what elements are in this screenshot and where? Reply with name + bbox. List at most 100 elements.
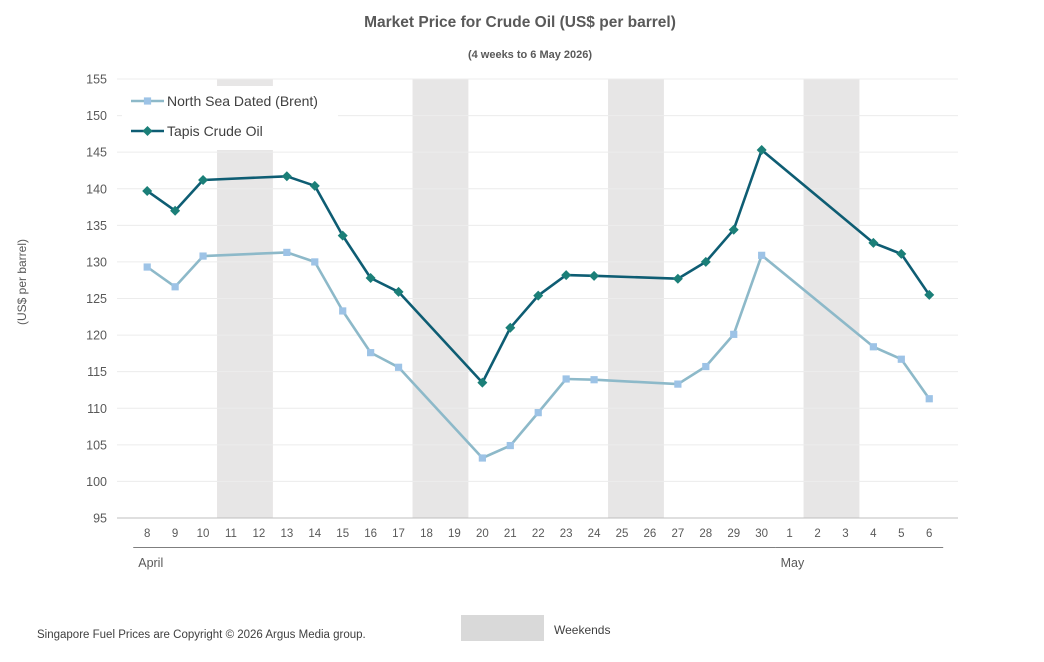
data-point — [393, 286, 404, 297]
x-tick-label: 9 — [172, 528, 178, 540]
x-tick-label: 12 — [253, 528, 266, 540]
x-axis-ticks: 8 9 10 11 12 13 14 15 16 17 18 19 20 21 22 23 24 25 26 27 28… — [144, 528, 932, 540]
series-line — [146, 148, 931, 384]
x-tick-label: 24 — [588, 528, 601, 540]
chart-subtitle: (4 weeks to 6 May 2026) — [468, 49, 592, 61]
data-point — [925, 395, 933, 403]
data-point — [394, 363, 403, 371]
x-tick-label: 19 — [448, 528, 461, 540]
y-tick-label: 105 — [86, 438, 107, 452]
y-tick-label: 125 — [86, 292, 107, 306]
data-point — [365, 273, 376, 284]
x-tick-label: 6 — [926, 528, 932, 540]
data-point — [477, 377, 488, 388]
data-point — [533, 290, 544, 301]
data-point — [142, 185, 153, 196]
data-point — [339, 307, 347, 315]
data-point — [561, 270, 572, 281]
data-point — [309, 180, 320, 191]
x-axis-months: April May — [133, 547, 944, 570]
y-tick-label: 130 — [86, 255, 107, 269]
weekend-legend-swatch — [461, 615, 544, 641]
y-tick-label: 110 — [87, 402, 107, 416]
x-tick-label: 4 — [870, 528, 877, 540]
legend-marker — [143, 97, 152, 105]
data-point — [924, 289, 935, 300]
data-point — [589, 270, 600, 281]
data-point — [702, 362, 710, 371]
y-axis-ticks: 95 100 105 110 115 120 125 130 135 140 145 150 155 — [86, 73, 107, 526]
data-point — [674, 380, 682, 388]
data-point — [700, 256, 711, 267]
x-tick-label: 22 — [532, 528, 545, 540]
x-tick-label: 27 — [671, 528, 684, 540]
legend: North Sea Dated (Brent) Tapis Crude Oil — [122, 86, 338, 150]
data-point — [672, 273, 683, 284]
series-1 — [143, 248, 933, 462]
x-tick-label: 26 — [644, 528, 657, 540]
y-tick-label: 95 — [93, 512, 107, 526]
x-tick-label: 2 — [814, 528, 820, 540]
y-tick-label: 140 — [86, 182, 107, 196]
month-label: May — [781, 556, 805, 570]
x-tick-label: 16 — [364, 528, 377, 540]
y-axis-label: (US$ per barrel) — [15, 239, 29, 325]
data-point — [897, 355, 905, 363]
x-tick-label: 15 — [336, 528, 349, 540]
data-point — [478, 454, 486, 462]
data-point — [590, 376, 598, 384]
x-tick-label: 3 — [842, 528, 848, 540]
data-point — [281, 171, 292, 182]
y-tick-label: 150 — [86, 109, 107, 123]
x-tick-label: 29 — [727, 528, 740, 540]
data-point — [758, 251, 766, 259]
legend-label: North Sea Dated (Brent) — [167, 93, 318, 109]
data-point — [728, 224, 739, 235]
x-tick-label: 28 — [699, 528, 712, 540]
data-point — [143, 263, 151, 271]
y-tick-label: 155 — [86, 73, 107, 87]
y-tick-label: 115 — [87, 365, 107, 379]
copyright-footer: Singapore Fuel Prices are Copyright © 20… — [37, 629, 366, 641]
data-point — [505, 322, 516, 333]
x-tick-label: 23 — [560, 528, 573, 540]
series-line — [146, 251, 931, 460]
data-point — [311, 258, 319, 266]
data-point — [562, 375, 570, 383]
data-point — [534, 409, 542, 417]
x-tick-label: 8 — [144, 528, 150, 540]
x-tick-label: 20 — [476, 528, 489, 540]
gridlines — [117, 78, 958, 519]
x-tick-label: 14 — [308, 528, 321, 540]
data-point — [170, 205, 181, 216]
data-point — [198, 174, 209, 185]
weekend-legend-label: Weekends — [554, 623, 610, 637]
x-tick-label: 1 — [786, 528, 792, 540]
x-tick-label: 18 — [420, 528, 433, 540]
x-tick-label: 30 — [755, 528, 768, 540]
chart-title: Market Price for Crude Oil (US$ per barr… — [364, 14, 676, 31]
y-tick-label: 100 — [86, 475, 107, 489]
x-tick-label: 10 — [197, 528, 210, 540]
legend-background — [122, 86, 338, 150]
x-tick-label: 17 — [392, 528, 405, 540]
series-layer — [142, 144, 935, 462]
data-point — [171, 283, 179, 291]
y-tick-label: 145 — [86, 146, 107, 160]
x-tick-label: 13 — [280, 528, 293, 540]
x-tick-label: 5 — [898, 528, 904, 540]
data-point — [896, 248, 907, 259]
y-tick-label: 135 — [86, 219, 107, 233]
x-tick-label: 21 — [504, 528, 517, 540]
data-point — [506, 441, 514, 450]
legend-marker — [142, 126, 153, 136]
legend-label: Tapis Crude Oil — [167, 123, 263, 139]
x-tick-label: 25 — [616, 528, 629, 540]
data-point — [367, 349, 375, 357]
data-point — [283, 248, 291, 257]
data-point — [199, 252, 207, 260]
month-label: April — [138, 556, 163, 570]
x-tick-label: 11 — [225, 528, 237, 540]
y-tick-label: 120 — [86, 329, 107, 343]
